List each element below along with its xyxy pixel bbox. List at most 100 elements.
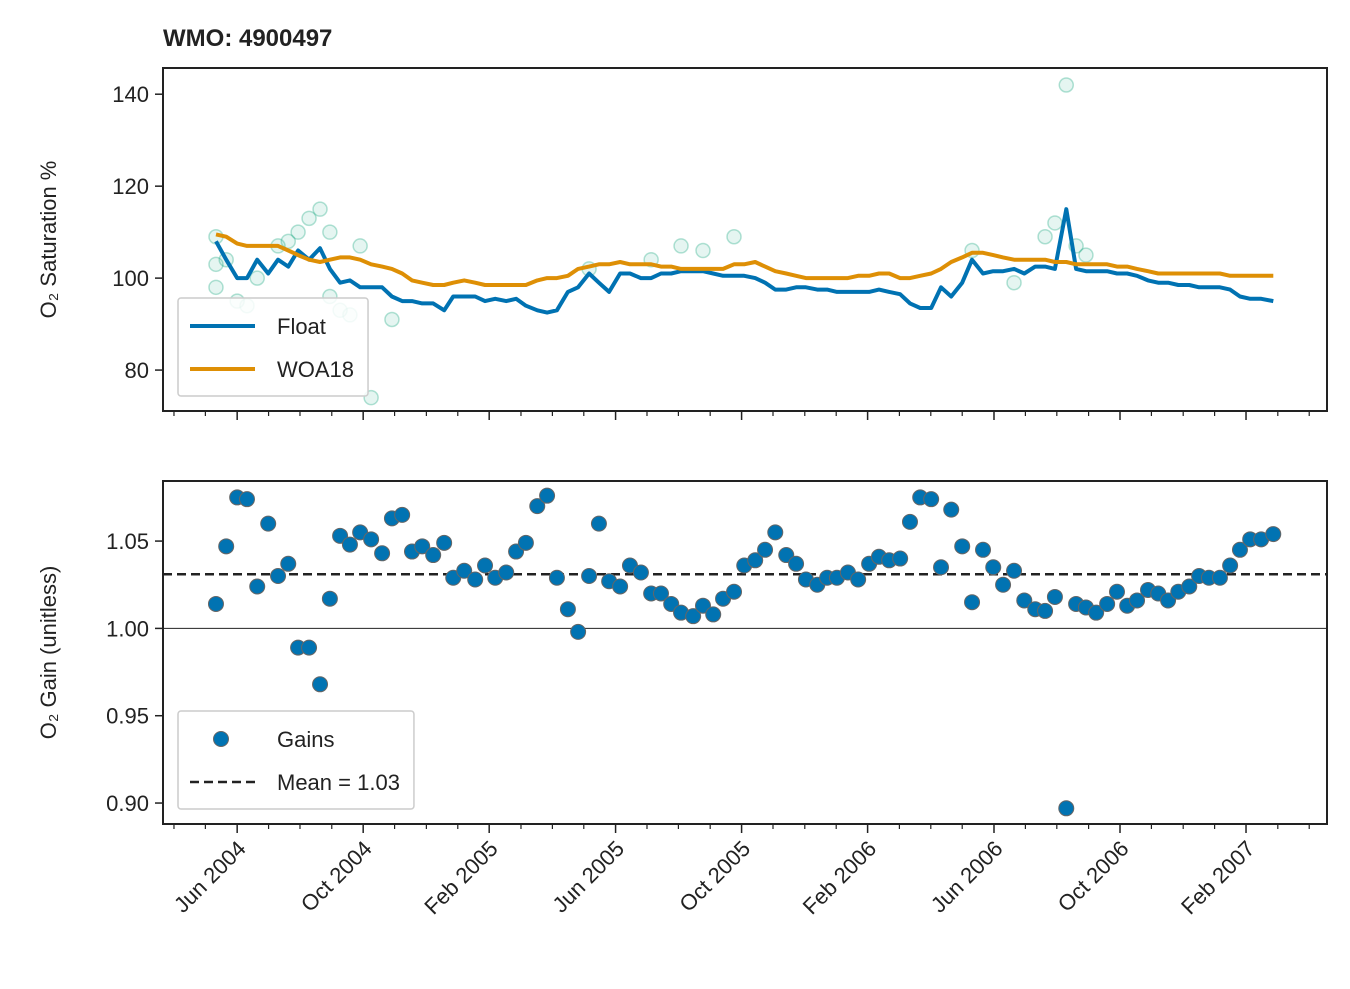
- y-tick-label: 100: [112, 266, 149, 291]
- gain-point: [414, 538, 431, 555]
- gain-point: [1099, 595, 1116, 612]
- gain-point: [1016, 592, 1033, 609]
- legend-box: [177, 297, 369, 397]
- profile-point: [1058, 77, 1075, 93]
- y-tick-label: 0.90: [106, 791, 149, 816]
- x-tick-label: Feb 2006: [798, 836, 881, 919]
- series-line: [215, 232, 1274, 287]
- gain-point: [559, 601, 576, 618]
- gain-point: [1046, 588, 1063, 605]
- profile-point: [384, 311, 400, 328]
- gain-point: [570, 623, 587, 640]
- legend-label: Gains: [277, 727, 334, 752]
- legend-label: WOA18: [277, 357, 354, 382]
- gain-point: [1037, 602, 1054, 619]
- y-tick-label: 120: [112, 174, 149, 199]
- x-tick-label: Jun 2004: [169, 836, 251, 918]
- gain-point: [548, 569, 565, 586]
- gain-point: [207, 595, 224, 612]
- gain-point: [943, 501, 960, 518]
- y-tick-label: 1.00: [106, 616, 149, 641]
- profile-point: [301, 210, 317, 227]
- gain-point: [539, 487, 556, 504]
- gain-point: [685, 608, 702, 625]
- gain-point: [280, 555, 297, 572]
- gain-point: [239, 491, 256, 508]
- gain-point: [341, 536, 358, 553]
- gain-point: [581, 568, 598, 585]
- gain-point: [954, 538, 971, 555]
- profile-point: [1078, 247, 1094, 263]
- series-line: [214, 207, 1274, 315]
- gain-point: [394, 506, 411, 523]
- gain-point: [249, 578, 266, 595]
- y-tick-label: 80: [125, 358, 149, 383]
- x-tick-label: Oct 2006: [1053, 836, 1134, 917]
- gain-point: [1006, 562, 1023, 579]
- gain-point: [705, 606, 722, 623]
- y-tick-label: 1.05: [106, 529, 149, 554]
- gain-point: [374, 545, 391, 562]
- y-tick-label: 0.95: [106, 704, 149, 729]
- x-tick-label: Jun 2005: [547, 836, 629, 918]
- gain-point: [985, 559, 1002, 576]
- gain-point: [425, 547, 442, 564]
- gain-point: [436, 534, 453, 551]
- gain-point: [590, 515, 607, 532]
- x-tick-label: Oct 2004: [296, 836, 377, 917]
- gain-point: [767, 524, 784, 541]
- profile-point: [208, 279, 224, 296]
- gain-point: [850, 571, 867, 588]
- axes-frame: [162, 480, 1328, 825]
- gain-point: [975, 541, 992, 558]
- gain-point: [363, 531, 380, 548]
- gain-point: [933, 559, 950, 576]
- axes-frame: [162, 67, 1328, 412]
- gain-point: [964, 594, 981, 611]
- gain-point: [923, 491, 940, 508]
- gain-point: [1265, 526, 1282, 543]
- legend-box: [177, 710, 415, 810]
- gain-point: [321, 590, 338, 607]
- gain-point: [1181, 578, 1198, 595]
- x-tick-label: Feb 2005: [419, 836, 502, 919]
- gain-point: [218, 538, 235, 555]
- gain-point: [467, 571, 484, 588]
- gain-point: [757, 541, 774, 558]
- gain-point: [498, 564, 515, 581]
- profile-point: [208, 256, 224, 273]
- y-axis-label: O₂ Gain (unitless): [36, 566, 61, 740]
- legend-label: Mean = 1.03: [277, 770, 400, 795]
- gain-point: [726, 583, 743, 600]
- profile-point: [249, 270, 265, 286]
- gain-point: [270, 568, 287, 585]
- gain-point: [1129, 592, 1146, 609]
- gain-point: [517, 534, 534, 551]
- gain-point: [1211, 569, 1228, 586]
- gain-point: [901, 513, 918, 530]
- profile-point: [1037, 228, 1053, 245]
- gain-point: [301, 639, 318, 656]
- gain-point: [632, 564, 649, 581]
- gain-point: [456, 562, 473, 579]
- gain-point: [612, 578, 629, 595]
- profile-point: [352, 238, 368, 254]
- y-tick-label: 140: [112, 82, 149, 107]
- panel: WMO: 4900497 O₂ Saturation % 80 100 120 140 Fl…: [36, 25, 1328, 420]
- gain-point: [892, 550, 909, 567]
- gain-point: [747, 552, 764, 569]
- gain-point: [1231, 541, 1248, 558]
- profile-point: [695, 242, 711, 259]
- gain-point: [1160, 592, 1177, 609]
- gain-point: [529, 498, 546, 515]
- legend-label: Float: [277, 314, 326, 339]
- profile-point: [322, 224, 338, 240]
- gain-point: [1058, 800, 1075, 817]
- x-tick-label: Feb 2007: [1176, 836, 1259, 919]
- profile-point: [1047, 215, 1063, 231]
- gain-point: [694, 597, 711, 614]
- legend-swatch: [213, 731, 229, 747]
- profile-point: [290, 224, 306, 240]
- profile-point: [1006, 274, 1022, 291]
